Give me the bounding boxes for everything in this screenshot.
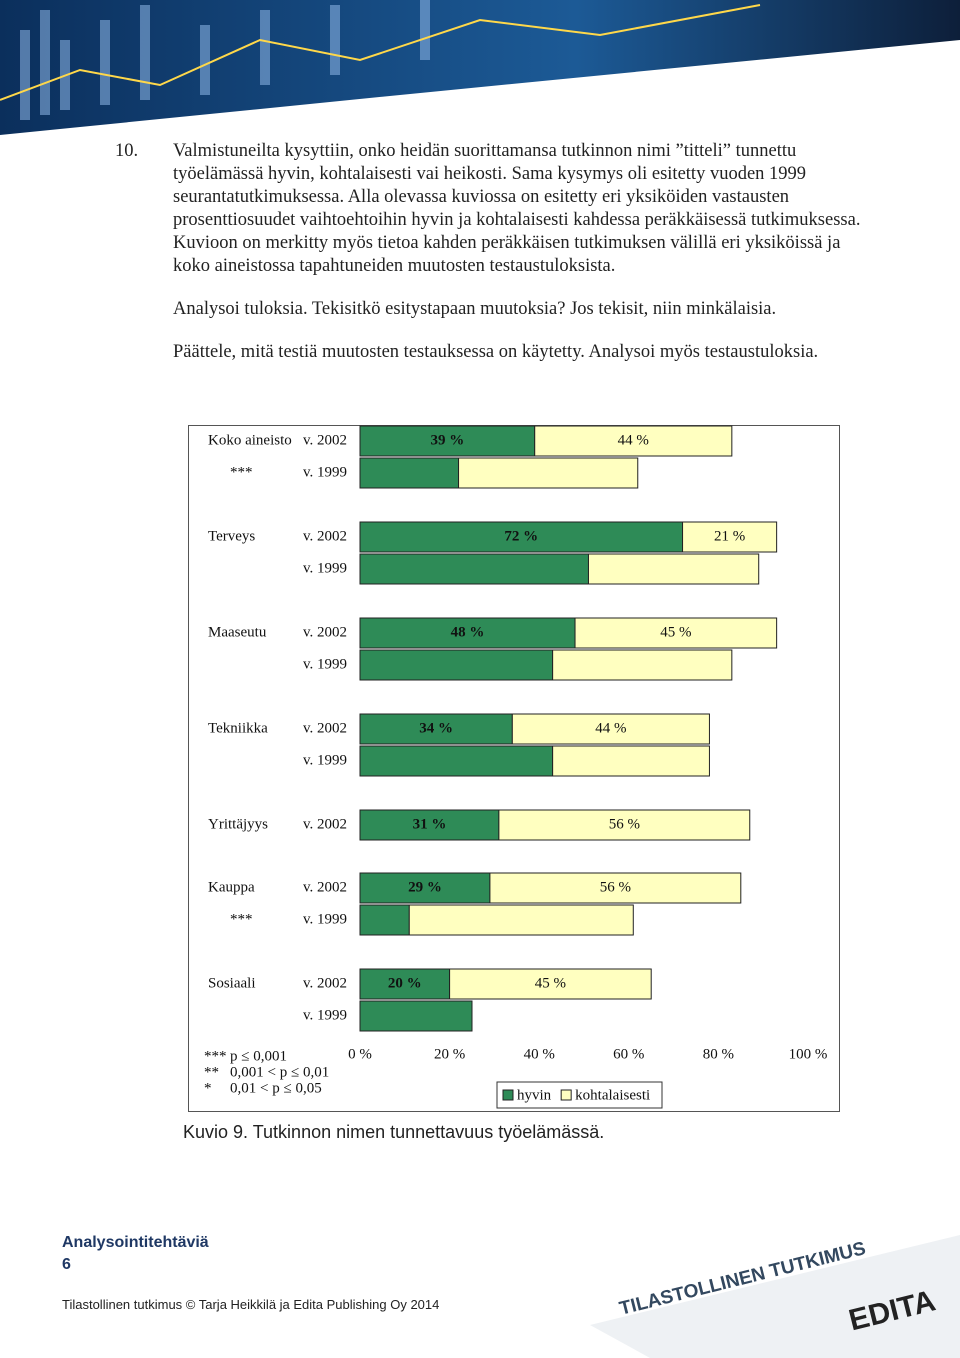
group-label: Tekniikka: [208, 720, 268, 736]
bar-segment: [489, 872, 742, 904]
year-label: v. 1999: [303, 464, 347, 480]
value-label: 39 %: [430, 432, 464, 448]
value-label: 45 %: [535, 975, 566, 991]
bar-segment: [359, 649, 554, 681]
question-text: Valmistuneilta kysyttiin, onko heidän su…: [173, 140, 878, 384]
bar-segment: [359, 617, 576, 649]
value-label: 56 %: [609, 816, 640, 832]
paragraph: Päättele, mitä testiä muutosten testauks…: [173, 342, 819, 362]
bar-segment: [359, 425, 536, 457]
x-tick-label: 40 %: [524, 1046, 555, 1062]
note-stars: **: [204, 1064, 219, 1080]
x-tick-label: 100 %: [789, 1046, 828, 1062]
question-number: 10.: [115, 141, 139, 161]
year-label: v. 2002: [303, 528, 347, 544]
group-label: Koko aineisto: [208, 432, 292, 448]
significance: ***: [230, 911, 253, 927]
bar-segment: [359, 553, 589, 585]
year-label: v. 1999: [303, 911, 347, 927]
bar-segment: [408, 904, 634, 936]
year-label: v. 2002: [303, 432, 347, 448]
note-stars: ***: [204, 1048, 227, 1064]
bar-segment: [359, 521, 684, 553]
value-label: 34 %: [419, 720, 453, 736]
bar-segment: [359, 457, 460, 489]
value-label: 44 %: [595, 720, 626, 736]
group-label: Maaseutu: [208, 624, 267, 640]
group-label: Terveys: [208, 528, 255, 544]
legend-swatch: [560, 1089, 572, 1101]
year-label: v. 2002: [303, 816, 347, 832]
bar-segment: [574, 617, 778, 649]
legend-label: hyvin: [517, 1087, 552, 1103]
legend-label: kohtalaisesti: [575, 1087, 650, 1103]
year-label: v. 1999: [303, 752, 347, 768]
header-banner: [0, 0, 960, 135]
logo: TILASTOLLINEN TUTKIMUS EDITA: [590, 1235, 960, 1358]
paragraph: Analysoi tuloksia. Tekisitkö esitystapaa…: [173, 299, 777, 319]
paragraph: Valmistuneilta kysyttiin, onko heidän su…: [173, 141, 861, 276]
year-label: v. 2002: [303, 720, 347, 736]
bar-segment: [552, 745, 710, 777]
value-label: 29 %: [408, 879, 442, 895]
note-stars: *: [204, 1080, 212, 1096]
value-label: 56 %: [600, 879, 631, 895]
x-tick-label: 60 %: [613, 1046, 644, 1062]
bar-segment: [552, 649, 733, 681]
legend-swatch: [502, 1089, 514, 1101]
value-label: 31 %: [413, 816, 447, 832]
value-label: 72 %: [504, 528, 538, 544]
bar-segment: [458, 457, 639, 489]
legend-frame: [496, 1081, 663, 1109]
page-number: 6: [62, 1256, 71, 1273]
value-label: 20 %: [388, 975, 422, 991]
bar-segment: [359, 968, 451, 1000]
bar-segment: [587, 553, 760, 585]
bar-segment: [449, 968, 652, 1000]
year-label: v. 2002: [303, 975, 347, 991]
x-tick-label: 0 %: [348, 1046, 372, 1062]
chart: v. 2002 Koko aineisto 39 % 44 % v. 1999 *** v.…: [188, 425, 840, 1112]
bar-segment: [682, 521, 778, 553]
year-label: v. 2002: [303, 879, 347, 895]
bar-segment: [359, 713, 513, 745]
bar-segment: [359, 1000, 473, 1032]
year-label: v. 2002: [303, 624, 347, 640]
group-label: Sosiaali: [208, 975, 256, 991]
year-label: v. 1999: [303, 656, 347, 672]
group-label: Yrittäjyys: [208, 816, 268, 832]
value-label: 45 %: [660, 624, 691, 640]
year-label: v. 1999: [303, 1007, 347, 1023]
bar-segment: [511, 713, 710, 745]
value-label: 21 %: [714, 528, 745, 544]
copyright: Tilastollinen tutkimus © Tarja Heikkilä …: [62, 1297, 440, 1312]
caption: Kuvio 9. Tutkinnon nimen tunnettavuus ty…: [183, 1122, 605, 1142]
x-tick-label: 80 %: [703, 1046, 734, 1062]
bar-segment: [359, 809, 500, 841]
value-label: 44 %: [618, 432, 649, 448]
bar-segment: [498, 809, 751, 841]
x-tick-label: 20 %: [434, 1046, 465, 1062]
bar-segment: [359, 904, 410, 936]
note-text: p ≤ 0,001: [230, 1048, 287, 1064]
footer-section: Analysointitehtäviä: [62, 1234, 209, 1251]
bar-segment: [359, 872, 491, 904]
bar-segment: [534, 425, 733, 457]
year-label: v. 1999: [303, 560, 347, 576]
note-text: 0,001 < p ≤ 0,01: [230, 1064, 329, 1080]
group-label: Kauppa: [208, 879, 255, 895]
significance: ***: [230, 464, 253, 480]
note-text: 0,01 < p ≤ 0,05: [230, 1080, 322, 1096]
value-label: 48 %: [451, 624, 485, 640]
bar-segment: [359, 745, 554, 777]
